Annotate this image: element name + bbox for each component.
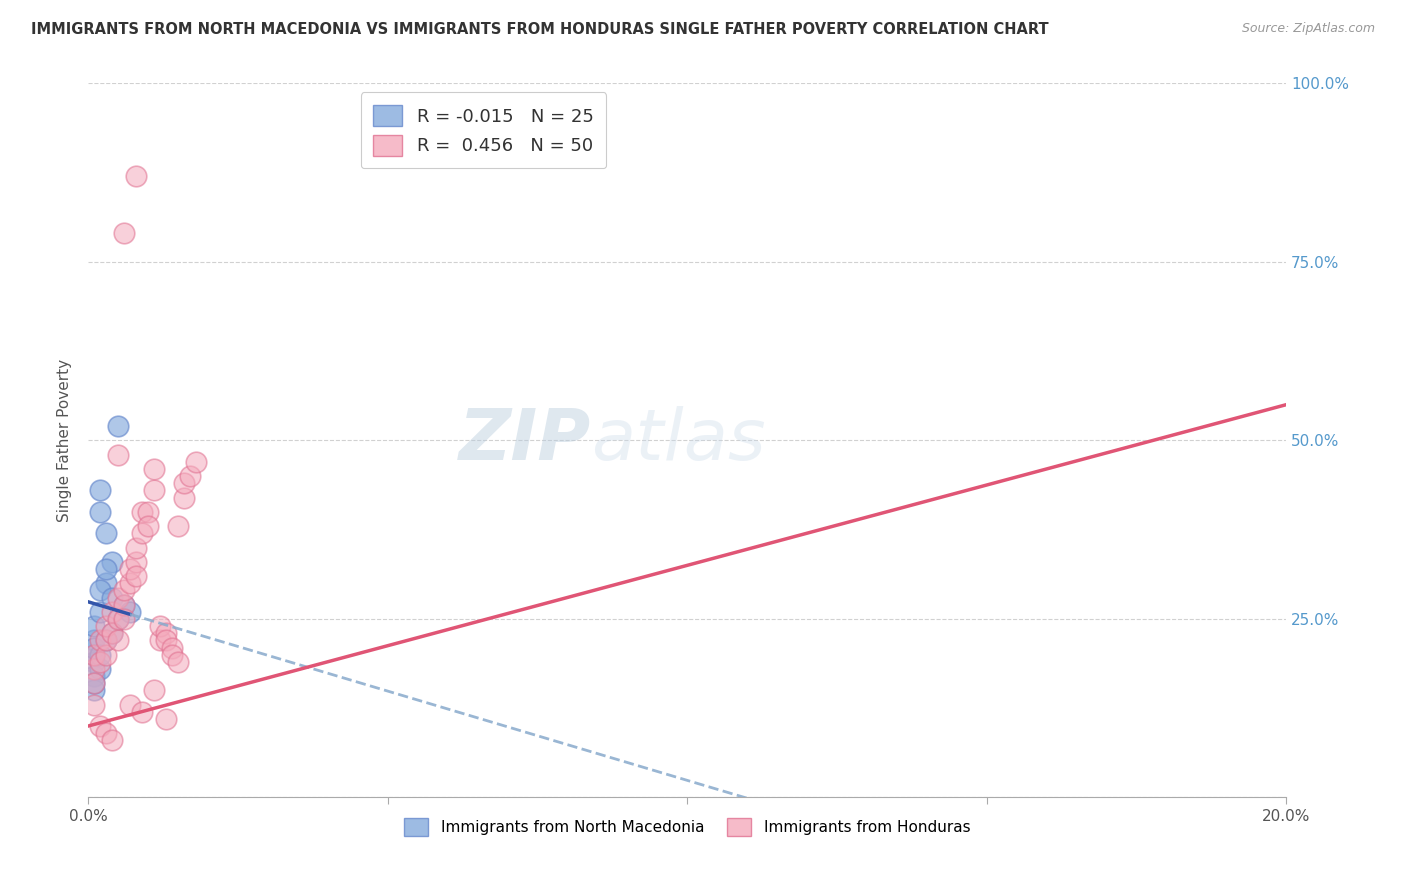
- Point: [107, 591, 129, 605]
- Point: [101, 626, 124, 640]
- Text: IMMIGRANTS FROM NORTH MACEDONIA VS IMMIGRANTS FROM HONDURAS SINGLE FATHER POVERT: IMMIGRANTS FROM NORTH MACEDONIA VS IMMIG…: [31, 22, 1049, 37]
- Point: [101, 555, 124, 569]
- Point: [83, 619, 105, 633]
- Point: [112, 612, 135, 626]
- Point: [136, 505, 159, 519]
- Point: [89, 505, 111, 519]
- Point: [143, 683, 166, 698]
- Point: [155, 712, 177, 726]
- Point: [112, 227, 135, 241]
- Point: [120, 698, 142, 712]
- Point: [101, 733, 124, 747]
- Point: [131, 526, 153, 541]
- Point: [112, 583, 135, 598]
- Point: [83, 633, 105, 648]
- Point: [149, 633, 172, 648]
- Point: [94, 633, 117, 648]
- Point: [89, 662, 111, 676]
- Point: [83, 640, 105, 655]
- Legend: Immigrants from North Macedonia, Immigrants from Honduras: Immigrants from North Macedonia, Immigra…: [396, 811, 979, 843]
- Point: [83, 669, 105, 683]
- Point: [107, 612, 129, 626]
- Point: [125, 169, 148, 184]
- Point: [83, 698, 105, 712]
- Point: [120, 562, 142, 576]
- Point: [112, 598, 135, 612]
- Point: [94, 526, 117, 541]
- Point: [89, 605, 111, 619]
- Point: [107, 419, 129, 434]
- Point: [83, 676, 105, 690]
- Point: [107, 612, 129, 626]
- Point: [89, 655, 111, 669]
- Point: [83, 648, 105, 662]
- Point: [94, 619, 117, 633]
- Point: [167, 519, 190, 533]
- Point: [167, 655, 190, 669]
- Point: [101, 605, 124, 619]
- Point: [143, 462, 166, 476]
- Point: [83, 655, 105, 669]
- Point: [125, 555, 148, 569]
- Point: [184, 455, 207, 469]
- Point: [131, 505, 153, 519]
- Point: [173, 491, 195, 505]
- Point: [131, 705, 153, 719]
- Point: [112, 598, 135, 612]
- Point: [107, 633, 129, 648]
- Y-axis label: Single Father Poverty: Single Father Poverty: [58, 359, 72, 522]
- Point: [173, 476, 195, 491]
- Point: [136, 519, 159, 533]
- Point: [89, 583, 111, 598]
- Point: [160, 648, 183, 662]
- Point: [83, 676, 105, 690]
- Point: [107, 448, 129, 462]
- Point: [155, 633, 177, 648]
- Point: [83, 683, 105, 698]
- Point: [143, 483, 166, 498]
- Text: ZIP: ZIP: [458, 406, 592, 475]
- Point: [94, 562, 117, 576]
- Point: [89, 648, 111, 662]
- Point: [94, 648, 117, 662]
- Point: [125, 569, 148, 583]
- Point: [89, 483, 111, 498]
- Point: [120, 576, 142, 591]
- Point: [94, 633, 117, 648]
- Point: [160, 640, 183, 655]
- Point: [89, 719, 111, 733]
- Point: [120, 605, 142, 619]
- Point: [149, 619, 172, 633]
- Point: [155, 626, 177, 640]
- Text: atlas: atlas: [592, 406, 766, 475]
- Point: [83, 662, 105, 676]
- Point: [94, 576, 117, 591]
- Point: [89, 633, 111, 648]
- Point: [94, 726, 117, 740]
- Point: [179, 469, 201, 483]
- Point: [101, 591, 124, 605]
- Text: Source: ZipAtlas.com: Source: ZipAtlas.com: [1241, 22, 1375, 36]
- Point: [101, 626, 124, 640]
- Point: [83, 648, 105, 662]
- Point: [125, 541, 148, 555]
